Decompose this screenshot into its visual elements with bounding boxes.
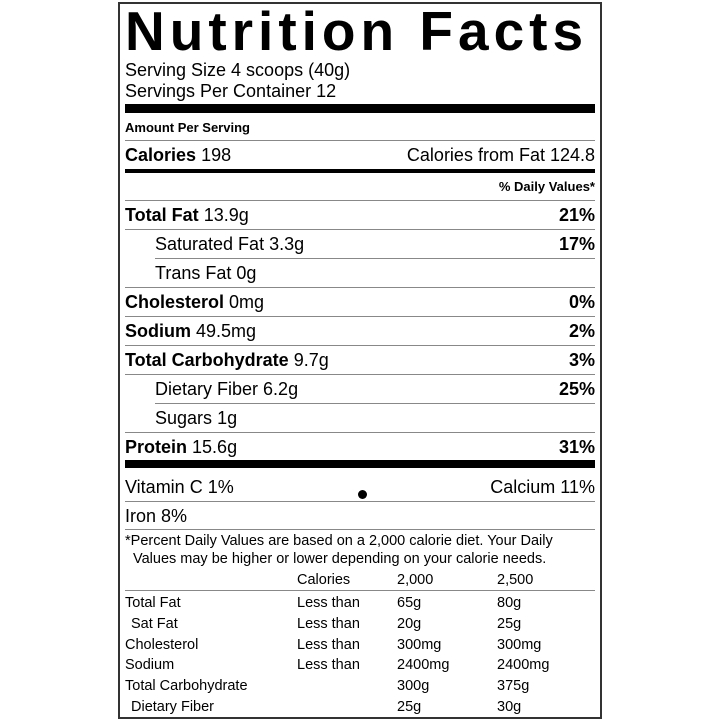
nutrient-label: Total Fat	[125, 205, 199, 225]
nutrient-dv: 21%	[558, 205, 595, 225]
nutrient-row: Sugars 1g	[125, 408, 595, 428]
nutrient-amount: 13.9g	[203, 205, 249, 225]
table-row: Sodium Less than 2400mg 2400mg	[125, 657, 595, 674]
table-cell: Cholesterol	[125, 636, 199, 653]
footnote-line-1: *Percent Daily Values are based on a 2,0…	[125, 533, 553, 549]
table-cell: Sat Fat	[131, 615, 178, 632]
vitamin-row: Vitamin C 1% Calcium 11%	[125, 477, 595, 503]
nutrient-row: Dietary Fiber 6.2g 25%	[125, 379, 595, 399]
divider	[125, 432, 595, 433]
nutrient-label: Total Carbohydrate	[125, 350, 289, 370]
iron: Iron 8%	[125, 506, 188, 526]
nutrient-amount: 0g	[236, 263, 257, 283]
bullet-icon	[357, 490, 367, 499]
nutrient-row: Cholesterol 0mg 0%	[125, 292, 595, 312]
table-row: Total Carbohydrate 300g 375g	[125, 678, 595, 695]
header-2000: 2,000	[397, 572, 434, 588]
divider	[125, 200, 595, 201]
table-row: Total Fat Less than 65g 80g	[125, 595, 595, 612]
nutrient-label: Saturated Fat	[155, 234, 265, 254]
nutrient-dv: 25%	[558, 379, 595, 399]
table-cell: 20g	[397, 615, 422, 632]
nutrient-amount: 15.6g	[192, 437, 238, 457]
table-cell: 300mg	[497, 636, 542, 653]
medium-divider	[125, 169, 595, 173]
nutrient-row: Sodium 49.5mg 2%	[125, 321, 595, 341]
divider	[125, 529, 595, 530]
calories-label: Calories	[125, 145, 197, 165]
calories-from-fat: Calories from Fat 124.8	[406, 145, 595, 165]
nutrient-row: Total Carbohydrate 9.7g 3%	[125, 350, 595, 370]
divider	[125, 229, 595, 230]
table-cell: 375g	[497, 678, 530, 695]
amount-per-serving: Amount Per Serving	[125, 120, 250, 135]
table-cell: Less than	[297, 657, 360, 674]
table-cell: 2400mg	[397, 657, 450, 674]
nutrition-facts-label: Nutrition Facts Serving Size 4 scoops (4…	[118, 2, 602, 719]
divider	[125, 345, 595, 346]
nutrient-label: Cholesterol	[125, 292, 225, 312]
nutrient-amount: 9.7g	[293, 350, 329, 370]
divider	[155, 403, 595, 404]
table-cell: 30g	[497, 699, 522, 715]
table-cell: Less than	[297, 595, 360, 611]
thick-divider	[125, 460, 595, 468]
nutrient-amount: 3.3g	[269, 234, 305, 254]
nutrient-row: Protein 15.6g 31%	[125, 437, 595, 457]
table-cell: 2400mg	[497, 657, 550, 674]
table-header: Calories 2,000 2,500	[125, 572, 595, 589]
calories-row: Calories 198 Calories from Fat 124.8	[125, 145, 595, 165]
nutrient-row: Total Fat 13.9g 21%	[125, 205, 595, 225]
nutrient-dv: 0%	[568, 292, 595, 312]
nutrient-dv: 2%	[568, 321, 595, 341]
nutrient-label: Sugars	[155, 408, 213, 428]
header-calories: Calories	[297, 572, 351, 588]
servings-per-container: Servings Per Container 12	[125, 81, 337, 101]
nutrient-amount: 6.2g	[263, 379, 299, 399]
table-cell: Sodium	[125, 657, 175, 674]
table-row: Cholesterol Less than 300mg 300mg	[125, 637, 595, 654]
table-cell: 300mg	[397, 636, 442, 653]
table-cell: 80g	[497, 595, 522, 611]
table-row: Dietary Fiber 25g 30g	[125, 699, 595, 716]
nutrient-row: Saturated Fat 3.3g 17%	[125, 234, 595, 254]
table-cell: 65g	[397, 595, 422, 611]
nutrient-label: Trans Fat	[155, 263, 232, 283]
divider	[125, 374, 595, 375]
header-2500: 2,500	[497, 572, 534, 588]
divider	[125, 590, 595, 591]
nutrient-dv: 17%	[558, 234, 595, 254]
nutrient-label: Sodium	[125, 321, 191, 341]
nutrient-label: Dietary Fiber	[155, 379, 259, 399]
divider	[125, 287, 595, 288]
nutrient-dv: 31%	[558, 437, 595, 457]
table-cell: 25g	[397, 699, 422, 715]
nutrient-label: Protein	[125, 437, 188, 457]
calcium: Calcium 11%	[490, 477, 595, 497]
calories-value: 198	[201, 145, 232, 165]
serving-size: Serving Size 4 scoops (40g)	[125, 60, 351, 80]
vitamin-c: Vitamin C 1%	[125, 477, 234, 497]
nutrient-amount: 0mg	[229, 292, 265, 312]
table-cell: Total Fat	[125, 595, 181, 611]
divider	[125, 501, 595, 502]
table-row: Sat Fat Less than 20g 25g	[125, 616, 595, 633]
thick-divider	[125, 104, 595, 113]
table-cell: Total Carbohydrate	[125, 678, 248, 695]
table-cell: Less than	[297, 636, 360, 653]
nutrient-amount: 1g	[217, 408, 238, 428]
table-cell: Dietary Fiber	[131, 699, 214, 715]
nutrient-amount: 49.5mg	[196, 321, 257, 341]
table-cell: Less than	[297, 615, 360, 632]
label-title: Nutrition Facts	[125, 0, 589, 62]
nutrient-row: Trans Fat 0g	[125, 263, 595, 283]
footnote-line-2: Values may be higher or lower depending …	[133, 551, 547, 567]
divider	[155, 258, 595, 259]
nutrient-dv: 3%	[568, 350, 595, 370]
divider	[125, 316, 595, 317]
table-cell: 25g	[497, 615, 522, 632]
table-cell: 300g	[397, 678, 430, 695]
divider	[125, 140, 595, 141]
daily-values-header: % Daily Values*	[498, 179, 595, 194]
